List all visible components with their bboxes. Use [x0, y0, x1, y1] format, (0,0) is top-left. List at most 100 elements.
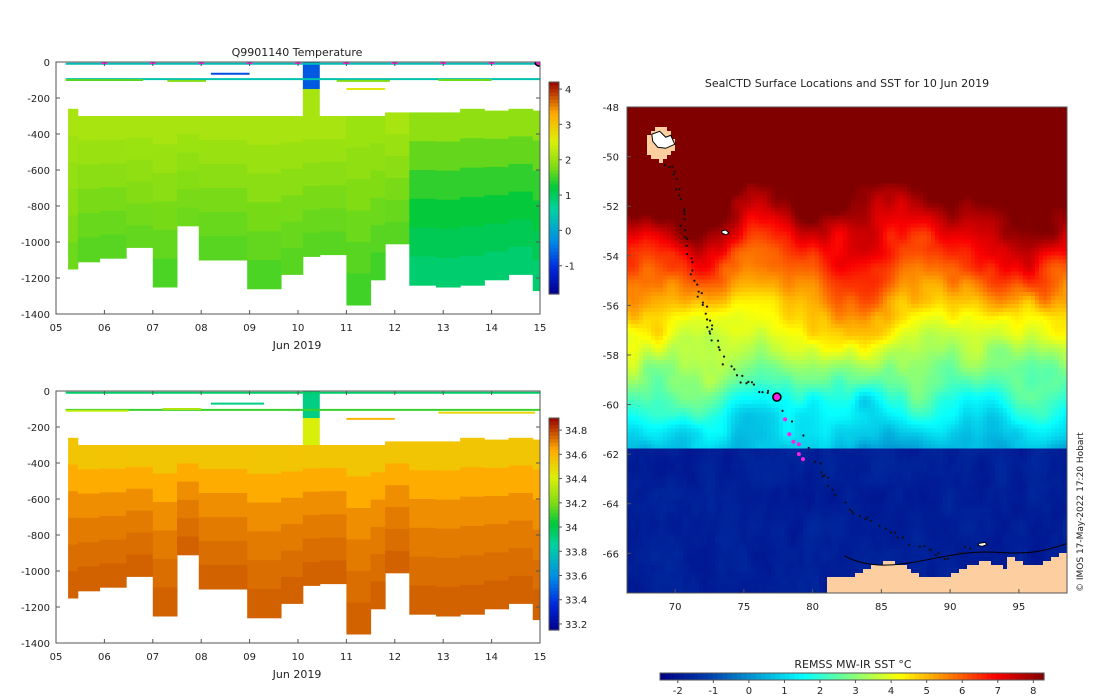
t-profile-cell: [508, 246, 534, 275]
t-colorbar-swatch: [549, 170, 559, 175]
t-profile-cell: [77, 213, 101, 238]
t-profile-cell: [435, 170, 461, 201]
sst-colorbar-swatch: [981, 673, 987, 680]
s-profile-cell: [508, 548, 534, 577]
t-profile-cell: [99, 210, 127, 235]
t-profile-cell: [152, 201, 178, 231]
t-profile-cell: [532, 140, 540, 172]
t-profile-cell: [484, 251, 510, 281]
t-y-tick-label: -1200: [21, 274, 50, 285]
s-colorbar-swatch: [549, 562, 559, 567]
t-colorbar-swatch: [549, 110, 559, 115]
t-profile-cell: [68, 188, 79, 217]
s-profile-cell: [281, 445, 304, 472]
s-colorbar-swatch: [549, 520, 559, 525]
t-x-tick-label: 05: [50, 323, 63, 334]
s-x-tick-label: 06: [98, 652, 111, 663]
s-profile-cell: [247, 502, 282, 532]
track-point: [705, 318, 709, 321]
sst-colorbar-swatch: [837, 673, 843, 680]
s-y-tick-label: -1000: [21, 567, 50, 578]
s-profile-cell: [508, 437, 534, 466]
s-colorbar-swatch: [549, 432, 559, 437]
recent-position-marker: [783, 417, 788, 422]
s-profile-cell: [198, 541, 248, 566]
t-profile-cell: [177, 134, 200, 154]
s-colorbar-swatch: [549, 449, 559, 454]
track-point: [696, 283, 699, 286]
track-point: [959, 551, 962, 555]
t-colorbar-swatch: [549, 272, 559, 277]
t-profile-cell: [198, 212, 248, 237]
track-point: [710, 324, 714, 327]
t-profile-cell: [435, 257, 461, 288]
sst-colorbar-swatch: [1000, 673, 1007, 680]
track-point: [844, 501, 847, 504]
t-colorbar-swatch: [549, 156, 559, 161]
map-x-tick-label: 85: [875, 602, 888, 613]
s-profile-cell: [77, 469, 101, 495]
s-colorbar-swatch: [549, 531, 559, 536]
t-colorbar-swatch: [549, 166, 559, 171]
s-profile-cell: [460, 437, 485, 468]
s-colorbar-tick-label: 33.8: [565, 547, 587, 558]
t-profile-cell: [302, 116, 321, 140]
t-profile-cell: [532, 200, 540, 232]
t-profile-cell: [532, 260, 540, 292]
track-point: [678, 187, 681, 191]
s-profile-cell: [532, 439, 540, 471]
t-colorbar-tick-label: 1: [565, 191, 571, 202]
s-colorbar-swatch: [549, 612, 559, 617]
s-profile-cell: [152, 473, 178, 503]
track-point: [704, 312, 707, 315]
map-latitude-axis: -48 -50 -52 -54 -56 -58 -60 -62 -64 -66: [603, 103, 631, 560]
s-profile-cell: [77, 493, 101, 519]
track-point: [691, 269, 694, 272]
t-profile-cell: [319, 162, 347, 186]
s-profile-cell: [152, 445, 178, 474]
sst-colorbar-swatch: [866, 673, 872, 680]
t-profile-cell: [385, 134, 410, 157]
antarctic-coastline: [844, 542, 1067, 566]
map-y-tick-label: -66: [603, 549, 619, 560]
sst-colorbar-swatch: [732, 673, 738, 680]
s-colorbar-swatch: [549, 421, 559, 426]
sst-colorbar-swatch: [804, 673, 810, 680]
track-point: [735, 374, 739, 377]
sst-colorbar-tick-label: 6: [959, 686, 965, 697]
s-profile-cell: [152, 587, 178, 617]
s-profile-cell: [385, 485, 410, 508]
track-point: [918, 545, 921, 548]
s-profile-cell: [346, 445, 372, 477]
s-profile-cell: [177, 536, 200, 556]
s-profile-cell: [247, 445, 282, 475]
s-colorbar-swatch: [549, 474, 559, 479]
s-colorbar-tick-label: 33.2: [565, 620, 587, 631]
s-colorbar-swatch: [549, 467, 559, 472]
track-point: [807, 446, 810, 450]
sst-colorbar-swatch: [698, 673, 704, 680]
s-colorbar-swatch: [549, 502, 559, 507]
sst-colorbar-swatch: [756, 673, 762, 680]
sst-colorbar-swatch: [957, 673, 963, 680]
s-profile-cell: [247, 560, 282, 590]
s-profile-cell: [508, 575, 534, 604]
temperature-colorbar: 4 3 2 1 0 -1: [548, 81, 575, 295]
recent-position-marker: [801, 457, 805, 462]
track-point: [708, 319, 712, 322]
sst-colorbar-swatch: [688, 673, 695, 680]
s-profile-cell: [508, 465, 534, 494]
t-colorbar-tick-label: 0: [565, 226, 571, 237]
heard-island: [721, 229, 730, 236]
map-longitude-axis: 70 75 80 85 90 95: [669, 589, 1025, 613]
t-profile-cell: [302, 209, 321, 234]
t-profile-cell: [177, 170, 200, 190]
s-colorbar-swatch: [549, 428, 559, 433]
s-profile-cell: [281, 497, 304, 525]
track-point: [730, 365, 733, 368]
s-anomaly-cell: [302, 418, 320, 445]
s-colorbar-swatch: [549, 456, 559, 461]
track-point: [894, 531, 897, 534]
t-colorbar-swatch: [549, 124, 559, 129]
